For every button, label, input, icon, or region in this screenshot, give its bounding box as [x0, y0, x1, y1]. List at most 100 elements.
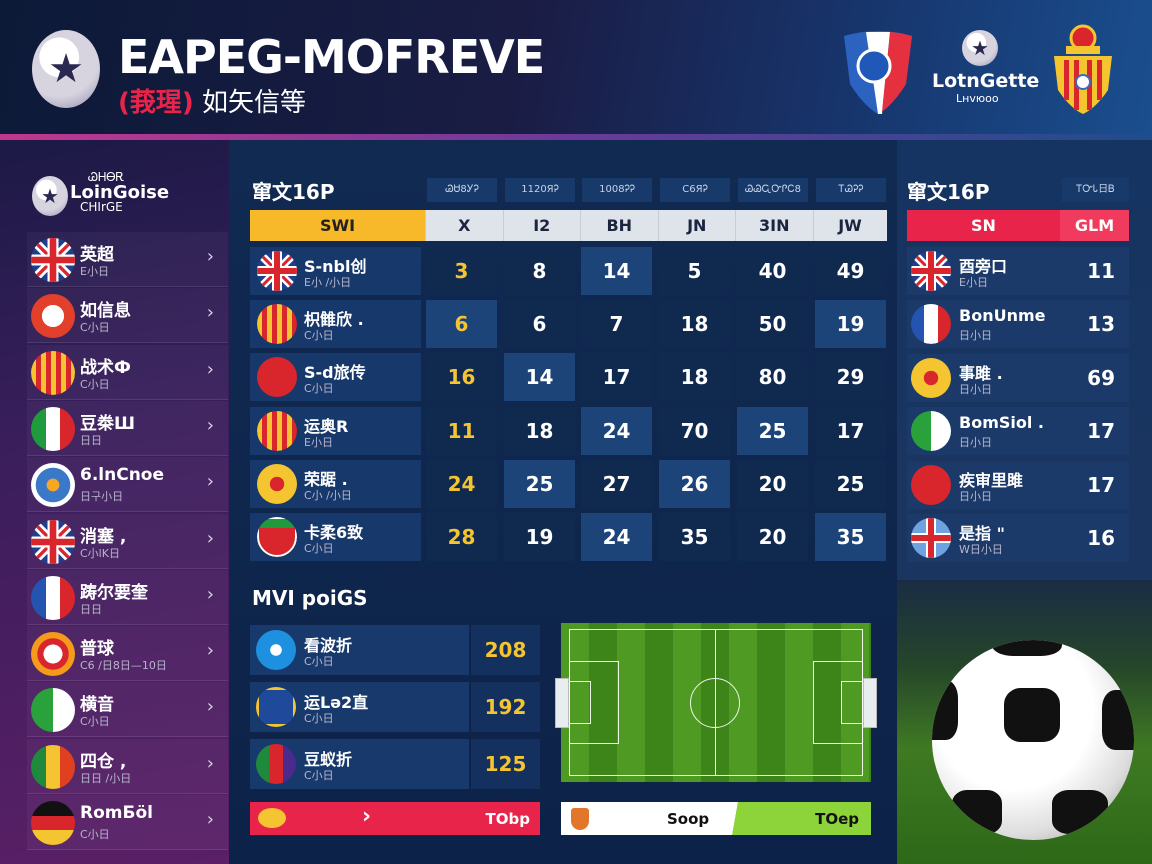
chevron-right-icon: › [206, 527, 214, 549]
chevron-right-icon: › [206, 640, 214, 662]
team-subtitle: C小日 [304, 712, 334, 725]
sidebar-league-item[interactable]: 四仓 , 日日 /小日 › [27, 738, 228, 794]
mvp-row[interactable]: 豆蚁折 C小日 125 [250, 739, 540, 789]
standings-col-header[interactable]: JW [812, 210, 887, 241]
standings-row-team[interactable]: S-d旅传 C小日 [250, 353, 421, 402]
scorers-col-sn[interactable]: SN [907, 210, 1060, 241]
team-name: 横音 [80, 695, 114, 716]
sidebar-league-item[interactable]: 6.lnCnoe 日구小日 › [27, 457, 228, 513]
sidebar-league-item[interactable]: 横音 C小日 › [27, 682, 228, 738]
chevron-right-icon: › [206, 302, 214, 324]
team-name: S-d旅传 [304, 363, 366, 383]
team-subtitle: 日小日 [959, 489, 992, 503]
standings-cell: 20 [737, 513, 808, 561]
header-divider [0, 134, 1152, 140]
standings-cell: 7 [581, 300, 652, 349]
sidebar-league-ball-icon [32, 176, 68, 216]
standings-cell: 35 [815, 513, 886, 561]
team-subtitle: C小日 [304, 382, 334, 396]
scorer-row[interactable]: BonUnme 日小日 13 [907, 300, 1129, 349]
chevron-right-icon: › [206, 583, 214, 605]
standings-col-header[interactable]: I2 [502, 210, 580, 241]
green-red-purple-flag-icon [256, 744, 296, 784]
team-subtitle: C6 /日8日—10日 [80, 659, 167, 673]
crest-spain-flag-icon [257, 410, 297, 451]
sidebar-league-item[interactable]: RomБöl C小日 › [27, 795, 228, 850]
pitch-action-bar[interactable]: Soop TOep [561, 802, 871, 835]
center-league-ball-icon [962, 30, 998, 66]
chevron-right-icon: › [206, 809, 214, 830]
standings-cell: 17 [581, 353, 652, 402]
standings-cell: 35 [659, 513, 730, 561]
standings-col-team[interactable]: SWI [250, 210, 425, 241]
scorer-row[interactable]: BomSiol . 日小日 17 [907, 407, 1129, 456]
standings-cell: 26 [659, 459, 730, 508]
green-yellow-red-flag-icon [31, 744, 75, 789]
mvp-row[interactable]: 运Lə2直 C小日 192 [250, 682, 540, 732]
uk-flag-icon [257, 251, 297, 291]
team-name: 枳雔欣 . [304, 310, 364, 330]
chevron-right-icon: › [206, 752, 214, 774]
team-subtitle: 日日 [80, 433, 102, 447]
standings-tab[interactable]: 1120ЯᎮ [505, 178, 575, 202]
standings-col-header[interactable]: X [425, 210, 503, 241]
standings-cell: 18 [504, 406, 575, 455]
standings-col-header[interactable]: BH [580, 210, 658, 241]
standings-tab[interactable]: ᎢᏊᎮᎮ [816, 178, 886, 202]
standings-cell: 19 [815, 300, 886, 349]
scorer-row[interactable]: 事雎 . 日小日 69 [907, 353, 1129, 402]
chevron-right-icon: › [206, 246, 214, 267]
team-subtitle: 日小日 [959, 329, 992, 343]
standings-tab[interactable]: 1008ᎮᎮ [582, 178, 652, 202]
standings-cell: 29 [815, 353, 886, 402]
france-club-crest-icon [844, 31, 912, 114]
scorers-tab[interactable]: ᎢᏅᏓ日Ᏼ [1062, 178, 1129, 202]
scorer-row[interactable]: 酉旁口 E小日 11 [907, 247, 1129, 295]
standings-row-team[interactable]: 卡柔6致 C小日 [250, 513, 421, 561]
sidebar-league-item[interactable]: 普球 C6 /日8日—10日 › [27, 626, 228, 682]
standings-cell: 24 [426, 459, 497, 508]
mvp-row[interactable]: 看波折 C小日 208 [250, 625, 540, 675]
team-name: 运Lə2直 [304, 693, 369, 712]
sidebar-league-item[interactable]: 如信息 C小日 › [27, 288, 228, 344]
mvp-title: MVI poiGS [252, 586, 368, 610]
standings-title: 窜文16P [252, 180, 335, 204]
team-subtitle: C小 /小日 [304, 488, 352, 502]
standings-col-header[interactable]: JN [657, 210, 735, 241]
standings-col-header[interactable]: 3IN [735, 210, 813, 241]
standings-row-team[interactable]: 运奥R E小日 [250, 406, 421, 455]
chevron-right-icon: › [206, 414, 214, 436]
standings-row-team[interactable]: 枳雔欣 . C小日 [250, 300, 421, 349]
blue-badge-flag-icon [31, 463, 75, 508]
page-title: EAPEG-MOFREVE [118, 30, 545, 84]
standings-cell: 25 [504, 459, 575, 508]
scorers-col-glm[interactable]: GLM [1060, 210, 1129, 241]
uk-flag-icon [31, 238, 75, 282]
team-subtitle: E小 /小日 [304, 276, 352, 289]
sidebar-league-item[interactable]: 踌尔要奎 日日 › [27, 569, 228, 625]
standings-row-team[interactable]: S-nbl创 E小 /小日 [250, 247, 421, 295]
standings-tab[interactable]: ᏊᏊᏩᏅᎵᏟ8 [738, 178, 808, 202]
mvp-action-bar[interactable]: › TObp [250, 802, 540, 835]
standings-tab[interactable]: ᏊᏌ8ᎩᎮ [427, 178, 497, 202]
team-subtitle: W日小日 [959, 543, 1003, 556]
right-goal [863, 678, 877, 728]
pitch-bar-mid-label: Soop [667, 810, 710, 828]
chevron-right-icon: › [206, 358, 214, 380]
crest-spain-flag-icon [257, 304, 297, 345]
scorers-title: 窜文16P [907, 180, 990, 204]
standings-row-team[interactable]: 荣踞 . C小 /小日 [250, 459, 421, 508]
sidebar-league-item[interactable]: 消塞 , C小lK日 › [27, 513, 228, 569]
sidebar-league-item[interactable]: 战术Ф C小日 › [27, 344, 228, 400]
standings-cell: 20 [737, 459, 808, 508]
team-name: 四仓 , [80, 751, 127, 772]
sidebar-league-item[interactable]: 豆桊Ш 日日 › [27, 400, 228, 456]
standings-tab[interactable]: C6ЯᎮ [660, 178, 730, 202]
standings-cell: 24 [581, 406, 652, 455]
uk-flag-icon [31, 519, 75, 564]
scorer-row[interactable]: 是指 " W日小日 16 [907, 514, 1129, 562]
scorer-row[interactable]: 疾审里雎 日小日 17 [907, 460, 1129, 509]
standings-cell: 27 [581, 459, 652, 508]
sidebar-league-item[interactable]: 英超 E小日 › [27, 232, 228, 287]
page-subtitle: (莪瑆) 如矢信等 [118, 82, 306, 119]
